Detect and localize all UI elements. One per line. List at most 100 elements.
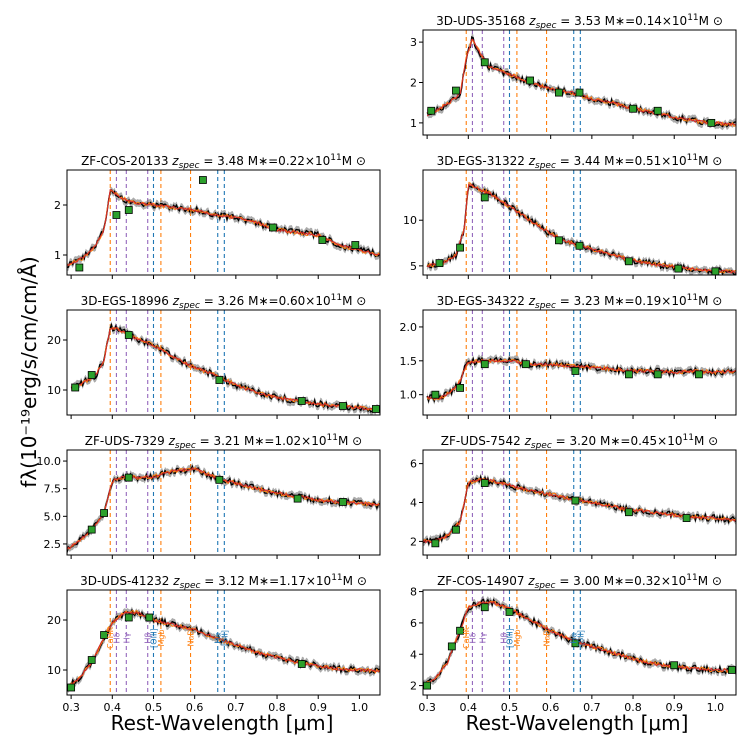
panel-ZF-COS-20133: ZF-COS-20133 zspec = 3.48 M∗=0.22×1011M … <box>54 153 381 279</box>
panel-title-mass: = 3.20 M∗=0.45×10 <box>552 434 683 448</box>
panel-title-id: ZF-UDS-7542 <box>441 434 525 448</box>
y-tick-label: 5.0 <box>44 510 62 523</box>
photometry-point <box>297 397 306 405</box>
error-band <box>71 321 380 415</box>
model-spectrum-orange <box>426 39 736 127</box>
y-tick-label: 8 <box>410 586 417 599</box>
model-spectrum-red <box>426 358 736 400</box>
photometry-point <box>555 236 563 245</box>
panel-title-id: 3D-EGS-34322 <box>437 294 529 308</box>
photometry-point <box>575 88 584 97</box>
y-tick-label: 4 <box>410 648 417 661</box>
panel-title-mass: = 3.44 M∗=0.51×10 <box>556 154 687 168</box>
photometry-point <box>625 257 633 266</box>
y-tick-label: 20 <box>47 334 61 347</box>
photometry-point <box>124 331 133 339</box>
y-tick-label: 10.0 <box>37 455 62 468</box>
panel-title-z: z <box>171 154 179 168</box>
photometry-point <box>480 58 489 67</box>
photometry-point <box>71 383 80 392</box>
photometry-point <box>67 683 76 692</box>
observed-spectrum <box>423 598 736 685</box>
panel-title-mass: = 3.48 M∗=0.22×10 <box>200 154 331 168</box>
photometry-point <box>505 608 514 616</box>
panel-title: ZF-UDS-7329 zspec = 3.21 M∗=1.02×1011M ⊙ <box>85 433 362 451</box>
axes-frame <box>66 309 381 416</box>
axes-frame <box>66 449 381 556</box>
photometry-point <box>124 613 133 622</box>
photometry-point <box>452 86 460 95</box>
photometry-point <box>124 206 133 214</box>
photometry-point <box>571 367 580 375</box>
x-tick-label: 0.3 <box>62 701 80 714</box>
photometry-point <box>371 405 380 413</box>
photometry-point <box>75 263 84 272</box>
model-spectrum-red <box>426 183 736 274</box>
panel-title: 3D-UDS-41232 zspec = 3.12 M∗=1.17×1011M … <box>80 573 367 591</box>
observed-spectrum <box>67 464 380 553</box>
photometry-point <box>456 243 464 252</box>
x-tick-label: 0.4 <box>104 701 122 714</box>
spectral-line-label: [OIII] <box>149 628 158 648</box>
model-spectrum-red <box>67 611 380 688</box>
panel-title-id: ZF-COS-14907 <box>437 574 528 588</box>
error-band <box>67 186 380 271</box>
photometry-point <box>571 496 580 505</box>
photometry-point <box>480 479 489 487</box>
panel-title-mass: = 3.26 M∗=0.60×10 <box>200 294 331 308</box>
spectral-line-label: Hα <box>570 632 579 643</box>
panel-title: 3D-EGS-18996 zspec = 3.26 M∗=0.60×1011M … <box>81 293 367 311</box>
panel-title-id: 3D-UDS-41232 <box>80 574 173 588</box>
y-tick-label: 2.5 <box>44 538 62 551</box>
photometry-point <box>269 223 277 232</box>
spectral-line-label: Hδ <box>468 632 477 643</box>
spectral-line-label: Hγ <box>478 632 487 643</box>
photometry-point <box>87 371 96 379</box>
model-spectrum-red <box>70 327 380 411</box>
photometry-point <box>711 267 720 275</box>
x-tick-label: 1.0 <box>707 701 725 714</box>
y-tick-label: 2 <box>410 535 417 548</box>
error-band <box>427 354 736 405</box>
photometry-point <box>293 494 302 503</box>
photometry-point <box>431 539 440 548</box>
model-spectrum-orange <box>67 189 380 267</box>
error-band <box>67 462 380 555</box>
panel-title-z: z <box>524 434 532 448</box>
photometry-point <box>575 241 584 250</box>
x-tick-label: 1.0 <box>351 701 369 714</box>
photometry-point <box>447 642 456 651</box>
model-spectrum-red <box>426 38 736 127</box>
photometry-point <box>695 370 703 379</box>
panel-title-mass: = 3.00 M∗=0.32×10 <box>556 574 687 588</box>
photometry-point <box>456 626 464 635</box>
y-tick-label: 10 <box>403 214 417 227</box>
spectral-line-label: Mgb <box>157 629 166 646</box>
panel-3D-EGS-34322: 3D-EGS-34322 zspec = 3.23 M∗=0.19×1011M … <box>400 293 737 419</box>
panel-title-mass: = 3.12 M∗=1.17×10 <box>200 574 331 588</box>
photometry-point <box>423 681 432 690</box>
panel-title: 3D-EGS-31322 zspec = 3.44 M∗=0.51×1011M … <box>437 153 723 171</box>
panel-title-z: z <box>528 294 536 308</box>
photometry-point <box>339 498 347 506</box>
observed-spectrum <box>426 356 736 404</box>
x-tick-label: 0.8 <box>624 701 642 714</box>
panel-title-mass: = 3.23 M∗=0.19×10 <box>556 294 687 308</box>
photometry-point <box>629 104 637 113</box>
spectral-line-label: [SII] <box>220 630 229 646</box>
axes-frame <box>66 589 381 696</box>
y-tick-label: 2 <box>410 77 417 90</box>
spectral-line-label: Mgb <box>513 629 522 646</box>
panel-title: ZF-COS-20133 zspec = 3.48 M∗=0.22×1011M … <box>81 153 366 171</box>
y-tick-label: 5 <box>410 260 417 273</box>
panel-title-id: 3D-UDS-35168 <box>436 14 529 28</box>
y-tick-label: 10 <box>47 384 61 397</box>
photometry-point <box>625 508 633 517</box>
photometry-point <box>435 259 444 268</box>
photometry-point <box>625 370 633 379</box>
photometry-point <box>199 176 207 184</box>
photometry-point <box>571 639 580 648</box>
panel-title-z: z <box>172 574 180 588</box>
y-tick-label: 3 <box>410 36 417 49</box>
photometry-point <box>555 88 563 97</box>
